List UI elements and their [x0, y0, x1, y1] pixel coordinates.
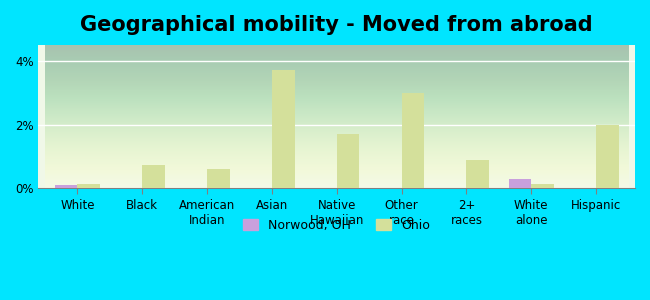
Bar: [337, 134, 359, 188]
Bar: [531, 184, 554, 188]
Bar: [77, 184, 100, 188]
Bar: [55, 185, 77, 188]
Bar: [272, 70, 294, 188]
Bar: [508, 179, 531, 188]
Bar: [596, 125, 619, 188]
Title: Geographical mobility - Moved from abroad: Geographical mobility - Moved from abroa…: [81, 15, 593, 35]
Bar: [467, 160, 489, 188]
Bar: [207, 169, 229, 188]
Bar: [402, 93, 424, 188]
Legend: Norwood, OH, Ohio: Norwood, OH, Ohio: [239, 214, 435, 237]
Bar: [142, 164, 165, 188]
